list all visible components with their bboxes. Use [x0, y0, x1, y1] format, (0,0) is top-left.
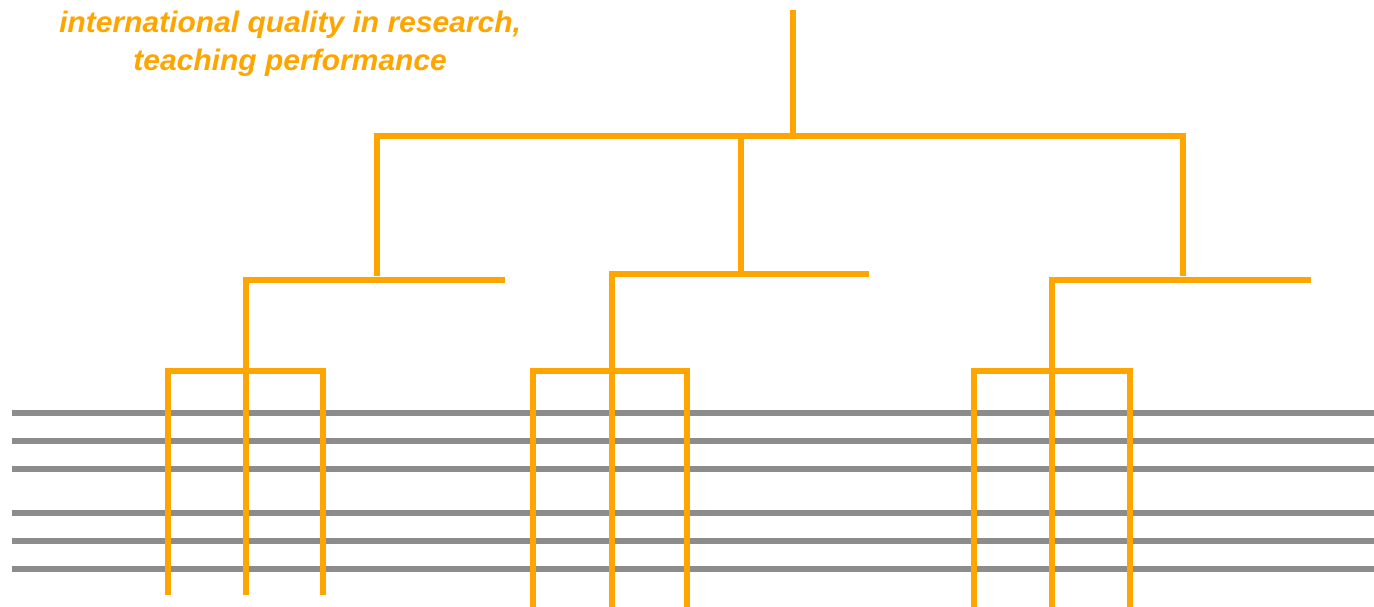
leaf-group-right: [971, 368, 1133, 607]
tree: [165, 10, 1311, 607]
leaf-group-middle: [530, 368, 690, 607]
branch-left: [243, 277, 505, 371]
top-bar: [374, 133, 1186, 276]
caption-line-1: international quality in research,: [59, 6, 521, 39]
horizontal-bands: [12, 410, 1374, 572]
caption-line-2: teaching performance: [133, 44, 447, 77]
branch-right: [1049, 277, 1311, 371]
leaf-group-left: [165, 368, 326, 595]
diagram-caption: international quality in research, teach…: [0, 0, 580, 80]
branch-middle: [609, 271, 869, 371]
